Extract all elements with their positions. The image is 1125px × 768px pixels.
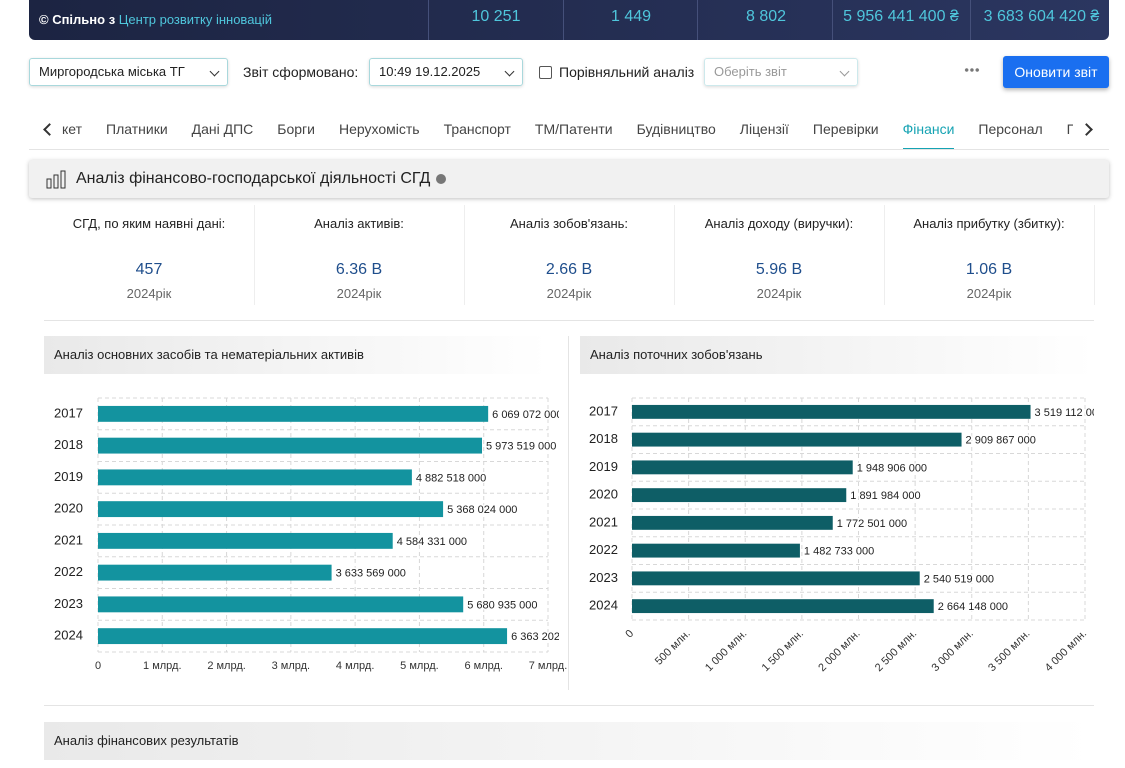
bar: [632, 516, 833, 530]
x-tick-label: 7 млрд.: [529, 660, 568, 672]
value-label: 1 772 501 000: [837, 518, 907, 530]
x-tick-label: 2 млрд.: [207, 660, 246, 672]
value-label: 1 482 733 000: [804, 546, 874, 558]
bar: [98, 533, 393, 549]
value-label: 1 891 984 000: [850, 490, 920, 502]
value-label: 3 633 569 000: [336, 568, 406, 580]
value-label: 5 368 024 000: [447, 504, 517, 516]
y-tick-label: 2022: [589, 542, 618, 557]
x-tick-label: 2 000 млн.: [816, 628, 862, 674]
bar: [98, 406, 488, 422]
y-tick-label: 2023: [54, 596, 83, 611]
x-tick-label: 500 млн.: [653, 628, 693, 668]
bar: [98, 438, 482, 454]
value-label: 5 680 935 000: [467, 599, 537, 611]
x-tick-label: 4 000 млн.: [1043, 628, 1089, 674]
bar: [632, 405, 1031, 419]
x-tick-label: 5 млрд.: [400, 660, 439, 672]
bar: [98, 469, 412, 485]
chart: 0 1 млрд. 2 млрд. 3 млрд. 4 млрд. 5 млрд. 6 мл…: [54, 398, 567, 672]
y-tick-label: 2017: [54, 405, 83, 420]
bar: [632, 433, 962, 447]
bar: [98, 628, 507, 644]
value-label: 6 363 202: [511, 631, 560, 643]
x-tick-label: 2 500 млн.: [873, 628, 919, 674]
bar: [632, 488, 846, 502]
y-tick-label: 2021: [54, 532, 83, 547]
y-tick-label: 2019: [589, 459, 618, 474]
x-tick-label: 0: [623, 628, 636, 641]
value-label: 4 584 331 000: [397, 536, 467, 548]
bar: [632, 460, 853, 474]
y-tick-label: 2018: [589, 431, 618, 446]
bar: [632, 544, 800, 558]
bar: [98, 501, 443, 517]
value-label: 3 519 112 000: [1035, 407, 1105, 419]
x-tick-label: 3 000 млн.: [929, 628, 975, 674]
x-tick-label: 4 млрд.: [336, 660, 375, 672]
x-tick-label: 1 000 млн.: [703, 628, 749, 674]
value-label: 2 909 867 000: [966, 435, 1036, 447]
x-tick-label: 1 млрд.: [143, 660, 182, 672]
value-label: 2 664 148 000: [938, 601, 1008, 613]
bar: [98, 596, 463, 612]
y-tick-label: 2022: [54, 564, 83, 579]
y-tick-label: 2024: [54, 628, 83, 643]
y-tick-label: 2017: [589, 403, 618, 418]
y-tick-label: 2018: [54, 437, 83, 452]
y-tick-label: 2020: [589, 487, 618, 502]
y-tick-label: 2023: [589, 570, 618, 585]
y-tick-label: 2024: [589, 598, 618, 613]
x-tick-label: 6 млрд.: [464, 660, 503, 672]
x-tick-label: 3 500 млн.: [986, 628, 1032, 674]
x-tick-label: 1 500 млн.: [760, 628, 806, 674]
value-label: 4 882 518 000: [416, 472, 486, 484]
x-tick-label: 3 млрд.: [272, 660, 311, 672]
x-tick-label: 0: [95, 660, 101, 672]
value-label: 1 948 906 000: [857, 462, 927, 474]
y-tick-label: 2021: [589, 514, 618, 529]
bar: [632, 599, 934, 613]
y-tick-label: 2019: [54, 469, 83, 484]
bar: [98, 565, 332, 581]
chart: 0500 млн.1 000 млн.1 500 млн.2 000 млн.2…: [589, 398, 1104, 674]
bar: [632, 571, 920, 585]
value-label: 5 973 519 000: [486, 441, 556, 453]
value-label: 6 069 072 000: [492, 409, 562, 421]
value-label: 2 540 519 000: [924, 573, 994, 585]
y-tick-label: 2020: [54, 501, 83, 516]
